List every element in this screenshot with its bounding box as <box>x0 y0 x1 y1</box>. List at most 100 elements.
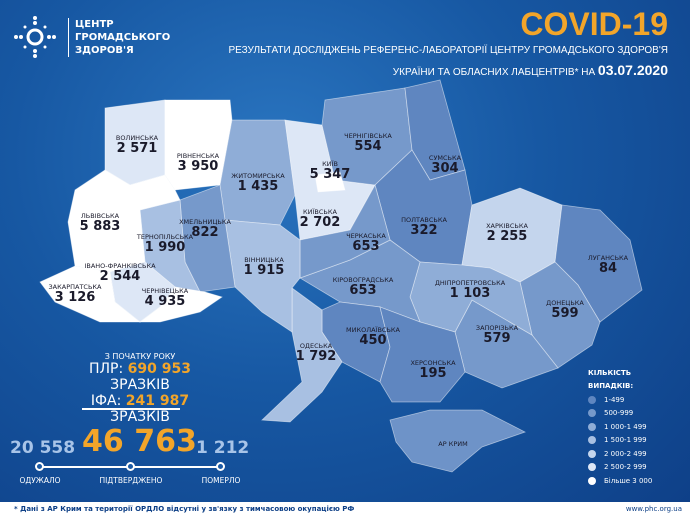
subtitle: РЕЗУЛЬТАТИ ДОСЛІДЖЕНЬ РЕФЕРЕНС-ЛАБОРАТОР… <box>228 45 668 56</box>
region-label: КІРОВОГРАДСЬКА 653 <box>333 276 394 298</box>
region-label: РІВНЕНСЬКА 3 950 <box>177 152 219 174</box>
region-label: ХАРКІВСЬКА 2 255 <box>486 222 528 244</box>
recovered-label: ОДУЖАЛО <box>19 476 61 485</box>
region-name: ЛЬВІВСЬКА <box>80 212 120 220</box>
region-3 <box>314 171 346 193</box>
region-name: ІВАНО-ФРАНКІВСЬКА <box>84 262 156 270</box>
legend-label: 1-499 <box>604 395 625 404</box>
legend-title: КІЛЬКІСТЬ <box>588 369 632 377</box>
region-cases: 2 702 <box>299 215 341 230</box>
region-label: ІВАНО-ФРАНКІВСЬКА 2 544 <box>84 262 155 284</box>
region-name: ЗАПОРІЗЬКА <box>475 324 519 332</box>
org-line: ЗДОРОВ'Я <box>75 44 134 56</box>
region-18 <box>224 219 301 333</box>
org-line: ЦЕНТР <box>75 18 114 30</box>
legend-item: 2 500-2 999 <box>588 461 652 475</box>
legend-item: 1-499 <box>588 393 652 407</box>
region-label: ЛЬВІВСЬКА 5 883 <box>80 212 121 234</box>
ifa-label: ІФА: <box>90 393 122 409</box>
region-label: ЧЕРКАСЬКА 653 <box>346 232 386 254</box>
region-name: ТЕРНОПІЛЬСЬКА <box>136 233 194 241</box>
region-name: ОДЕСЬКА <box>299 342 333 350</box>
region-cases: 579 <box>483 331 511 346</box>
legend-item: 1 000-1 499 <box>588 420 652 434</box>
unit: ЗРАЗКІВ <box>110 377 170 393</box>
region-name: ХАРКІВСЬКА <box>486 222 528 230</box>
legend-swatch <box>588 436 596 445</box>
legend-title: ВИПАДКІВ: <box>588 382 634 390</box>
legend-item: Більше 3 000 <box>588 474 652 488</box>
region-name: МИКОЛАЇВСЬКА <box>346 326 400 334</box>
region-cases: 653 <box>352 239 380 254</box>
region-cases: 3 950 <box>177 159 219 174</box>
legend-swatch <box>588 409 596 418</box>
region-cases: 5 883 <box>79 219 121 234</box>
region-label: ВІННИЦЬКА 1 915 <box>244 256 285 278</box>
region-name: РІВНЕНСЬКА <box>176 152 220 160</box>
page-title: COVID-19 <box>520 6 668 42</box>
region-cases: 450 <box>359 333 387 348</box>
recovered-count: 20 558 <box>10 438 76 458</box>
subtitle-2: УКРАЇНИ ТА ОБЛАСНИХ ЛАБЦЕНТРІВ* НА <box>392 67 596 78</box>
region-21 <box>67 169 181 273</box>
region-cases: 84 <box>598 261 618 276</box>
timeline-dot <box>35 462 44 471</box>
region-name: ДОНЕЦЬКА <box>546 299 584 307</box>
region-cases: 2 571 <box>116 141 158 156</box>
region-cases: 653 <box>349 283 377 298</box>
region-label: КИЇВСЬКА 2 702 <box>300 208 341 230</box>
region-cases: 1 792 <box>295 349 337 364</box>
region-cases: 1 990 <box>144 240 186 255</box>
region-label: АР КРИМ <box>438 440 467 448</box>
region-label: ХЕРСОНСЬКА 195 <box>410 359 455 381</box>
legend-item: 2 000-2 499 <box>588 447 652 461</box>
legend-label: 1 000-1 499 <box>604 422 647 431</box>
region-name: ПОЛТАВСЬКА <box>401 216 447 224</box>
region-label: ВОЛИНСЬКА 2 571 <box>116 134 158 156</box>
region-name: ЧЕРНІВЕЦЬКА <box>141 287 189 295</box>
region-label: ДНІПРОПЕТРОВСЬКА 1 103 <box>435 279 505 301</box>
region-name: ХЕРСОНСЬКА <box>410 359 456 367</box>
ifa-row: ІФА: 241 987 ЗРАЗКІВ <box>60 393 220 425</box>
report-date: 03.07.2020 <box>597 62 668 78</box>
logo: ЦЕНТР ГРОМАДСЬКОГО ЗДОРОВ'Я <box>12 14 170 60</box>
deaths-label: ПОМЕРЛО <box>201 476 241 485</box>
region-23 <box>39 265 142 323</box>
region-name: КИЇВ <box>322 160 338 168</box>
region-cases: 322 <box>410 223 438 238</box>
region-label: ЗАПОРІЗЬКА 579 <box>476 324 518 346</box>
org-name: ЦЕНТР ГРОМАДСЬКОГО ЗДОРОВ'Я <box>68 17 170 57</box>
since-label: З ПОЧАТКУ РОКУ <box>104 352 176 361</box>
legend-swatch <box>588 449 596 458</box>
phc-logo-icon <box>14 16 56 58</box>
region-name: СУМСЬКА <box>428 154 462 162</box>
region-name: ВІННИЦЬКА <box>244 256 284 264</box>
website-link[interactable]: www.phc.org.ua <box>625 505 682 513</box>
confirmed-label: ПІДТВЕРДЖЕНО <box>99 476 163 485</box>
tests-summary: З ПОЧАТКУ РОКУ ПЛР: 690 953 ЗРАЗКІВ ІФА:… <box>60 352 220 425</box>
legend-label: 2 500-2 999 <box>604 463 647 472</box>
legend-swatch <box>588 476 596 485</box>
pcr-row: ПЛР: 690 953 ЗРАЗКІВ <box>60 361 220 393</box>
region-name: АР КРИМ <box>438 440 468 448</box>
confirmed-count: 46 763 <box>82 424 197 459</box>
legend-label: 1 500-1 999 <box>604 436 647 445</box>
region-cases: 304 <box>431 161 459 176</box>
region-label: МИКОЛАЇВСЬКА 450 <box>346 326 400 348</box>
region-label: ТЕРНОПІЛЬСЬКА 1 990 <box>137 233 193 255</box>
region-cases: 2 544 <box>99 269 141 284</box>
divider <box>82 408 180 410</box>
region-name: КИЇВСЬКА <box>303 208 337 216</box>
region-label: ПОЛТАВСЬКА 322 <box>401 216 447 238</box>
region-17 <box>261 287 343 423</box>
legend-swatch <box>588 395 596 404</box>
region-cases: 1 103 <box>449 286 491 301</box>
timeline-dot <box>126 462 135 471</box>
region-label: ОДЕСЬКА 1 792 <box>296 342 337 364</box>
legend-label: 500-999 <box>604 409 634 418</box>
region-16 <box>379 306 466 403</box>
legend-swatch <box>588 463 596 472</box>
region-label: ЧЕРНІГІВСЬКА 554 <box>344 132 392 154</box>
